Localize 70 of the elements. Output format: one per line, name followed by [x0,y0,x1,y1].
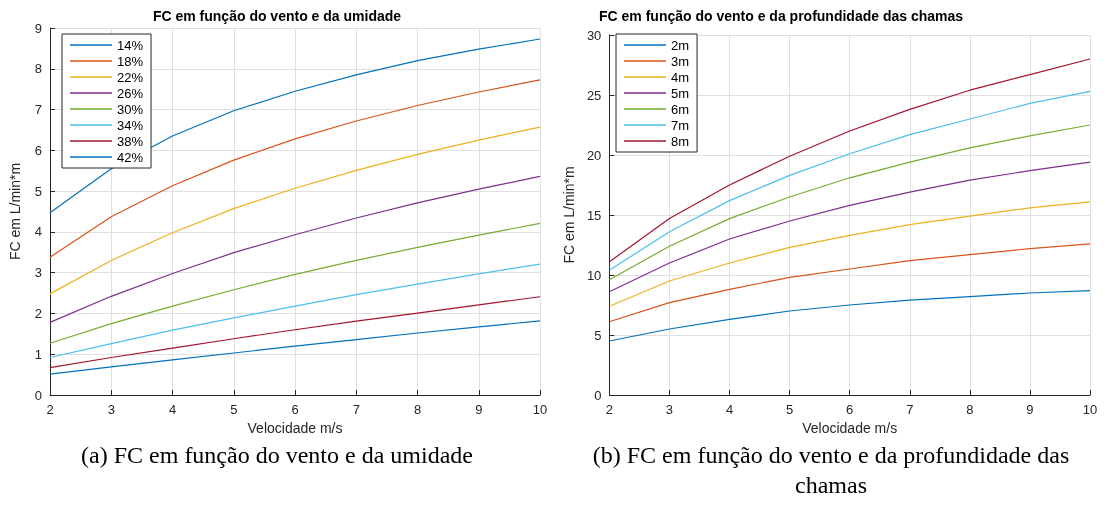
legend-label: 30% [117,101,144,117]
text: (b) FC em função do vento e da profundidade das chamas [591,441,1071,500]
y-tick-label: 0 [594,387,602,403]
x-tick-label: 9 [475,402,483,417]
y-tick-label: 2 [34,305,42,321]
y-tick-label: 20 [586,147,602,163]
chart-title: FC em função do vento e da umidade [152,8,402,24]
y-tick-label: 4 [34,224,42,240]
y-tick-label: 10 [586,267,602,283]
x-axis-title: Velocidade m/s [247,420,343,436]
x-tick-label: 7 [352,402,360,417]
x-tick-label: 4 [168,402,177,417]
x-tick-label: 2 [46,402,54,417]
line-series [608,290,1091,342]
y-tick-label: 5 [594,327,602,343]
legend-label: 34% [117,117,144,133]
line-series [49,263,541,359]
text: (a) FC em função do vento e da umidade [80,441,474,470]
y-tick-label: 15 [586,207,602,223]
y-tick-label: 1 [34,346,42,362]
x-axis-title: Velocidade m/s [802,420,898,436]
legend-label: 5m [671,85,690,101]
y-tick-label: 9 [34,20,42,36]
x-tick-label: 8 [413,402,422,417]
x-tick-label: 4 [725,402,734,417]
x-tick-label: 10 [532,402,548,417]
legend-label: 14% [117,37,144,53]
x-tick-label: 5 [230,402,238,417]
chart-title: FC em função do vento e da profundidade das chamas [599,8,964,24]
legend-label: 26% [117,85,144,101]
line-series [49,320,541,375]
line-series [608,161,1091,293]
x-tick-label: 6 [846,402,854,417]
line-series [49,175,541,324]
line-series [608,58,1091,263]
x-tick-label: 2 [605,402,613,417]
y-tick-label: 0 [34,387,42,403]
line-series [608,90,1091,271]
legend-label: 18% [117,53,144,69]
x-tick-label: 3 [107,402,115,417]
line-series [608,201,1091,307]
line-series [49,296,541,369]
legend-label: 4m [671,69,690,85]
legend-label: 2m [671,37,690,53]
y-tick-label: 5 [34,183,42,199]
y-tick-label: 25 [586,87,602,103]
legend-label: 22% [117,69,144,85]
x-tick-label: 10 [1082,402,1098,417]
y-tick-label: 7 [34,102,42,118]
y-tick-label: 3 [34,265,42,281]
legend-label: 3m [671,53,690,69]
y-axis-title: FC em L/min*m [561,166,577,264]
line-series [608,243,1091,323]
x-tick-label: 7 [906,402,914,417]
x-tick-label: 5 [785,402,794,417]
line-series [49,222,541,344]
legend-label: 38% [117,133,144,149]
y-tick-label: 8 [34,61,42,77]
legend-label: 8m [671,133,690,149]
line-series [49,38,541,214]
legend-label: 42% [117,149,144,165]
x-tick-label: 8 [966,402,974,417]
x-tick-label: 6 [291,402,299,417]
y-tick-label: 30 [586,27,602,43]
y-tick-label: 6 [34,142,42,158]
x-tick-label: 9 [1026,402,1034,417]
y-axis-title: FC em L/min*m [7,162,23,261]
legend-label: 6m [671,101,690,117]
legend-label: 7m [671,117,690,133]
x-tick-label: 3 [665,402,674,417]
